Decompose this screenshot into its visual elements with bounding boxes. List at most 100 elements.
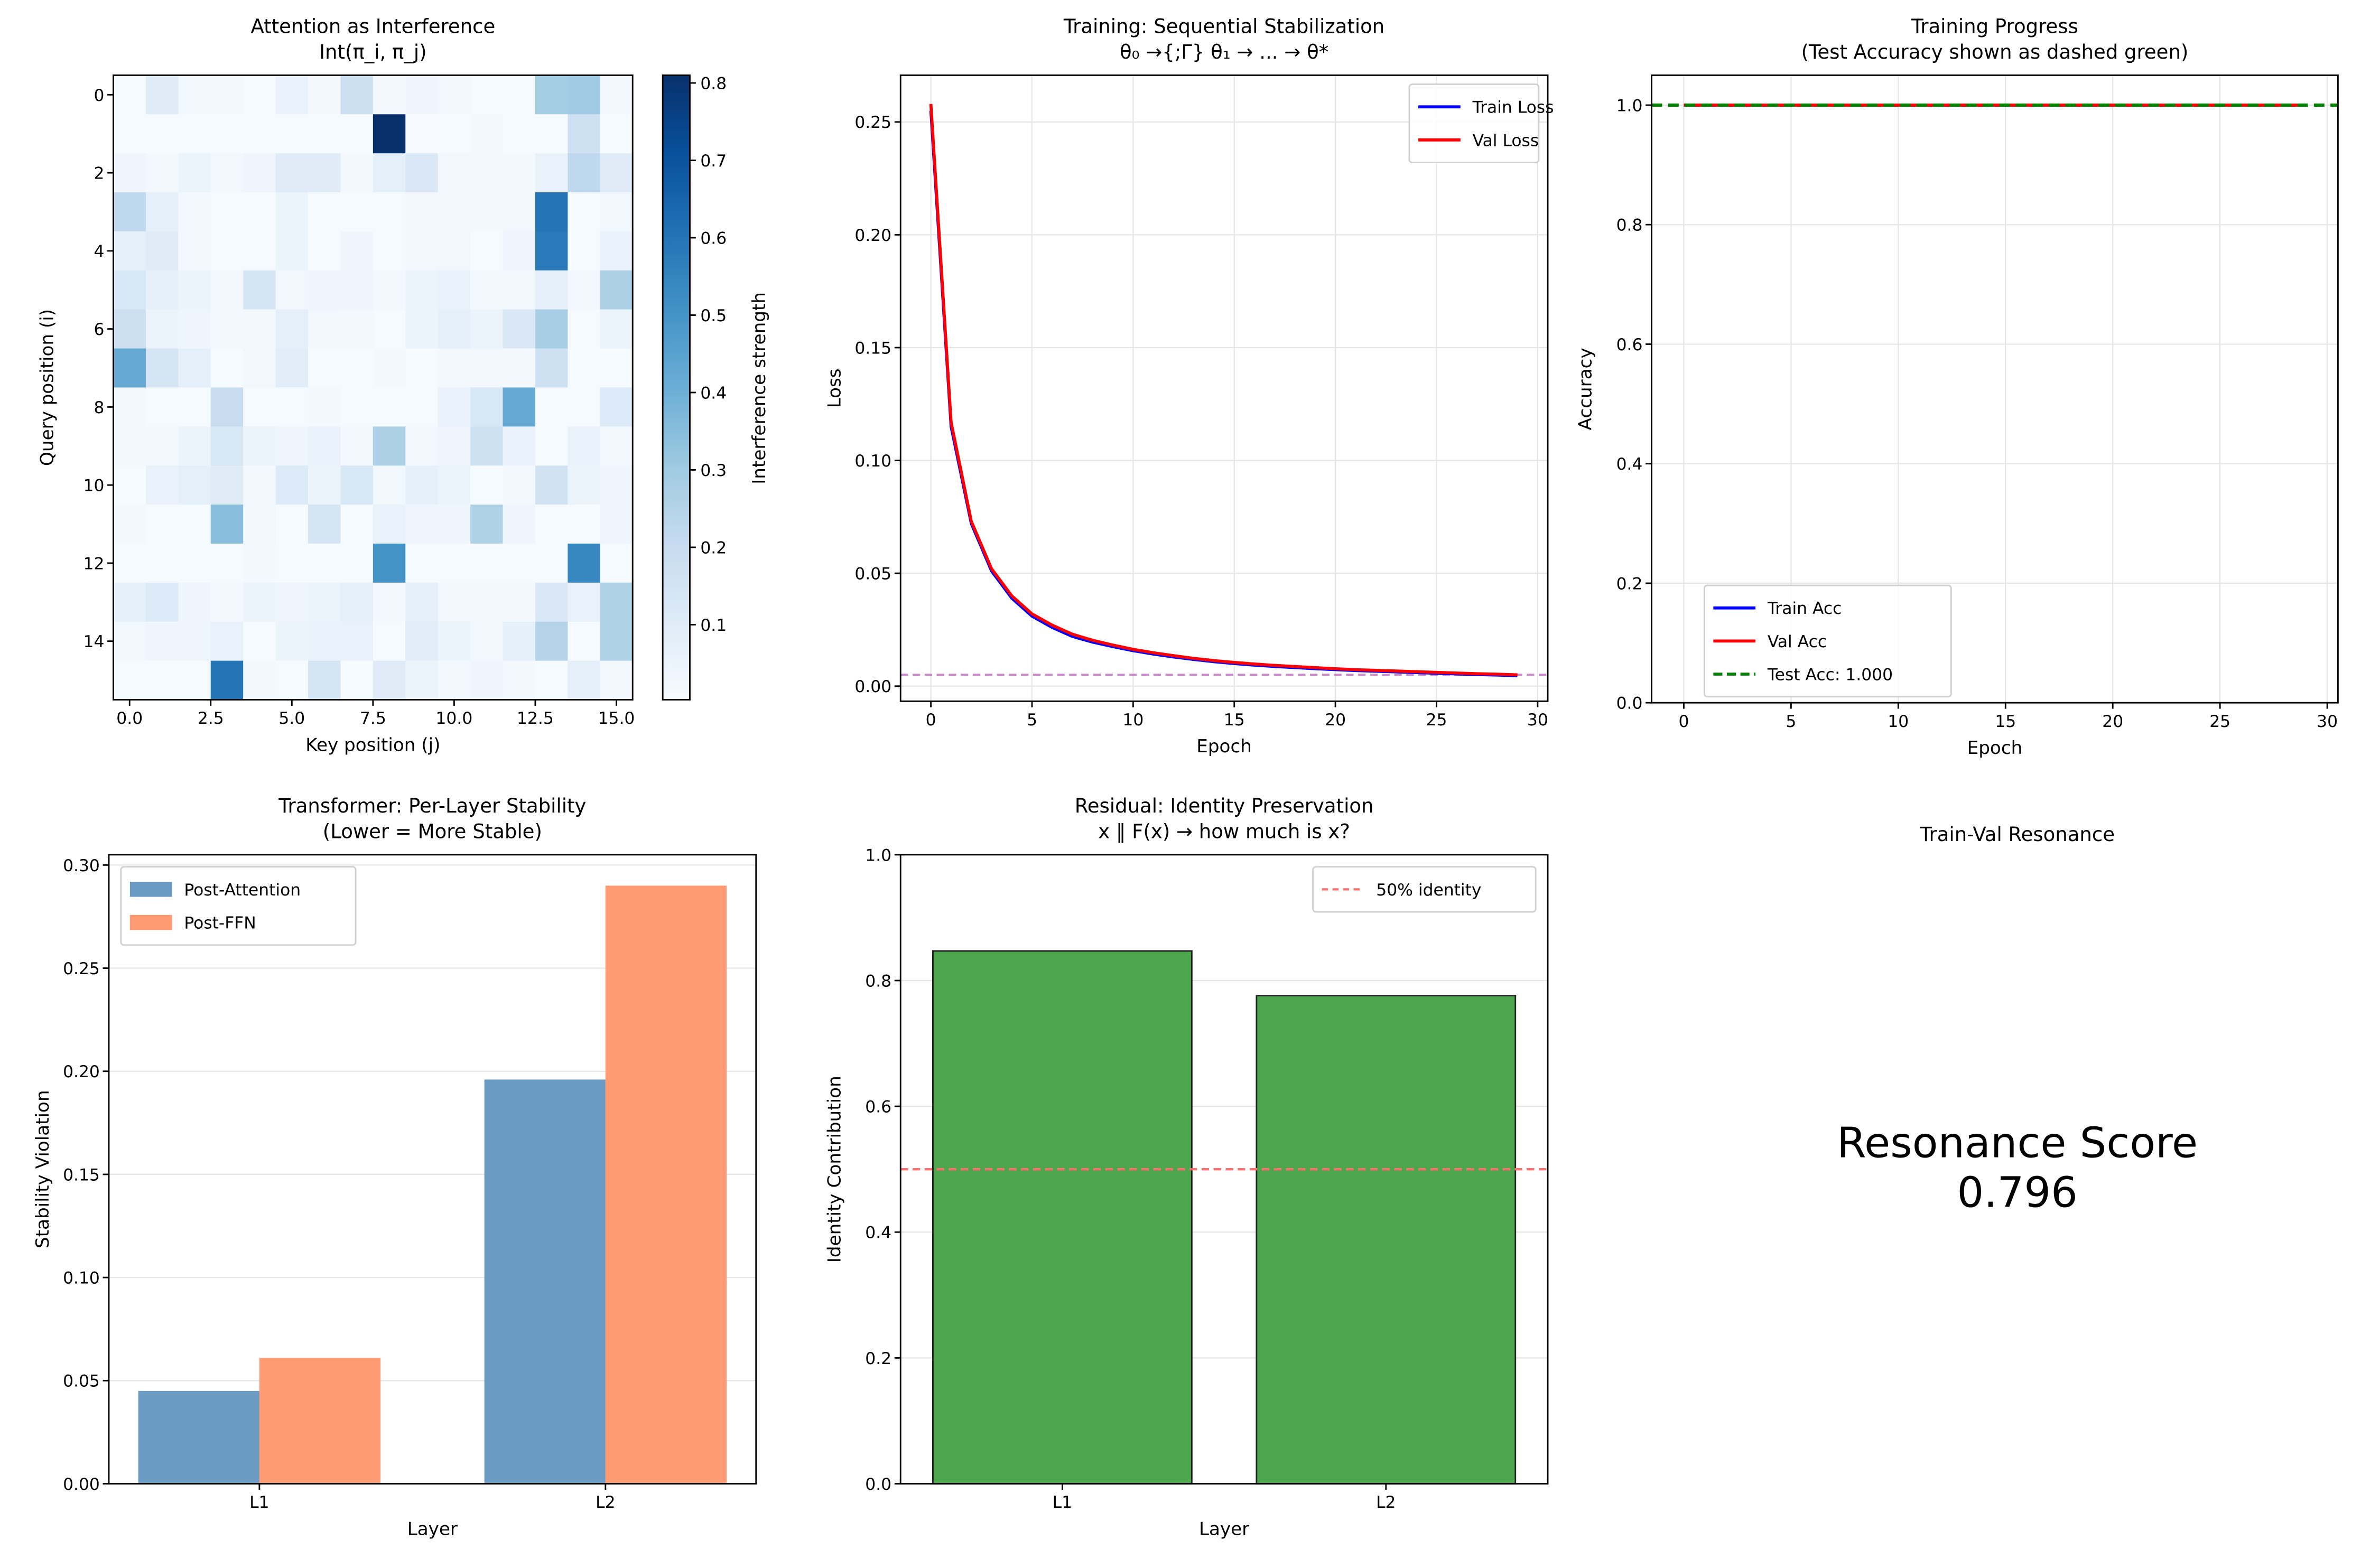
heatmap-cell [470,505,504,544]
heatmap-cell [243,270,276,310]
legend-swatch [129,914,172,930]
chart-subtitle: x ‖ F(x) → how much is x? [1098,820,1350,844]
heatmap-cell [145,582,179,622]
heatmap-cell [145,543,179,583]
heatmap-cell [340,465,374,505]
heatmap-cell [373,621,406,661]
heatmap-cell [568,387,601,427]
heatmap-cell [438,114,471,154]
heatmap-cell [210,660,244,701]
heatmap-cell [600,505,634,544]
heatmap-cell [470,114,504,154]
heatmap-cell [275,543,309,583]
y-tick-label: 4 [94,242,104,261]
axes-frame [108,854,757,1485]
y-tick-label: 14 [83,632,105,651]
x-tick-label: 20 [2102,712,2123,731]
x-tick-label: 2.5 [198,709,224,728]
heatmap-cell [275,348,309,388]
heatmap-cell [275,387,309,427]
heatmap-cell [373,465,406,505]
heatmap-cell [308,505,341,544]
resonance-score-value: 0.796 [1957,1168,2078,1217]
heatmap-cell [438,621,471,661]
x-tick-label: 30 [1527,711,1548,730]
heatmap-cell [275,426,309,466]
heatmap-cell [535,426,569,466]
heatmap-cell [308,543,341,583]
heatmap-cell [535,660,569,701]
y-tick-label: 0.05 [854,565,891,584]
x-tick-label: 0 [926,711,936,730]
heatmap-cell [145,465,179,505]
chart-title: Attention as Interference [250,15,495,38]
legend-box [1408,83,1540,164]
heatmap-cell [568,231,601,271]
heatmap-cell [503,505,536,544]
heatmap-cell [600,543,634,583]
heatmap-cell [503,192,536,232]
heatmap-cell [340,270,374,310]
x-tick-label: L1 [249,1493,269,1512]
y-tick-label: 0.30 [63,856,100,875]
heatmap-cell [405,465,439,505]
legend-label: Train Acc [1767,599,1842,618]
heatmap-cell [145,231,179,271]
heatmap-cell [600,192,634,232]
heatmap-cell [275,621,309,661]
heatmap-cell [373,505,406,544]
heatmap-cell [405,582,439,622]
x-axis-label: Layer [1199,1518,1250,1539]
y-tick-label: 0.10 [854,452,891,471]
heatmap-cell [275,582,309,622]
heatmap-cell [210,114,244,154]
y-tick-label: 2 [94,164,104,183]
heatmap-cell [438,426,471,466]
heatmap-cell [145,270,179,310]
heatmap-cell [405,348,439,388]
heatmap-cell [600,75,634,115]
x-axis-label: Layer [407,1518,458,1539]
heatmap-cell [210,192,244,232]
heatmap-cell [470,231,504,271]
heatmap-cell [405,543,439,583]
heatmap-cell [405,75,439,115]
x-tick-label: 30 [2317,712,2338,731]
heatmap-cell [503,387,536,427]
heatmap-cell [178,426,211,466]
heatmap-cell [308,465,341,505]
legend-label: 50% identity [1376,881,1481,900]
heatmap-cell [503,75,536,115]
colorbar [662,74,691,701]
heatmap-cell [503,621,536,661]
x-tick-label: 10 [1122,711,1144,730]
heatmap-cell [405,270,439,310]
colorbar-tick-label: 0.6 [700,229,727,248]
heatmap-cell [535,348,569,388]
x-tick-label: 15 [1224,711,1245,730]
heatmap-cell [210,465,244,505]
heatmap-cell [438,192,471,232]
y-tick-label: 0.15 [63,1165,100,1184]
y-tick-label: 0.0 [1616,694,1643,713]
heatmap-cell [568,543,601,583]
heatmap-cell [373,387,406,427]
heatmap-cell [178,348,211,388]
heatmap-cell [438,465,471,505]
y-tick-label: 6 [94,320,104,339]
heatmap-cell [470,387,504,427]
heatmap-cell [373,270,406,310]
heatmap-cell [568,426,601,466]
x-tick-label: 5 [1786,712,1796,731]
heatmap-cell [308,309,341,349]
series-line-val-loss [929,104,1518,677]
bar-post-attention-l2 [484,1079,606,1484]
colorbar-tick-label: 0.3 [700,461,727,480]
heatmap-cell [438,309,471,349]
heatmap-cell [340,505,374,544]
heatmap-cell [308,387,341,427]
heatmap-cell [113,582,146,622]
heatmap-cell [308,660,341,701]
heatmap-cell [503,114,536,154]
heatmap-cell [178,231,211,271]
